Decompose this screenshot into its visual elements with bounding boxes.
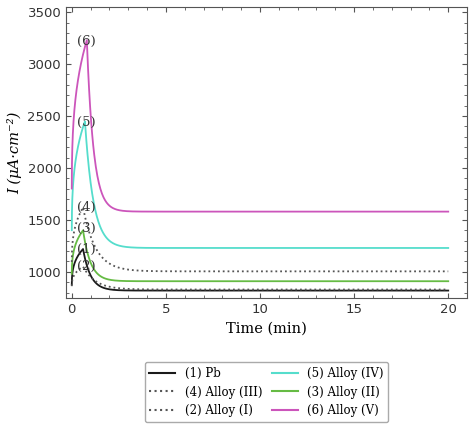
Text: (5): (5) <box>77 116 96 129</box>
Text: (2): (2) <box>77 260 96 272</box>
Y-axis label: I (μA·cm⁻²): I (μA·cm⁻²) <box>7 111 22 194</box>
Text: (4): (4) <box>77 201 96 214</box>
X-axis label: Time (min): Time (min) <box>226 321 307 335</box>
Text: (6): (6) <box>77 35 96 48</box>
Legend: (1) Pb, (4) Alloy (III), (2) Alloy (I), (5) Alloy (IV), (3) Alloy (II), (6) Allo: (1) Pb, (4) Alloy (III), (2) Alloy (I), … <box>145 362 389 422</box>
Text: (1): (1) <box>77 243 96 255</box>
Text: (3): (3) <box>77 222 96 235</box>
